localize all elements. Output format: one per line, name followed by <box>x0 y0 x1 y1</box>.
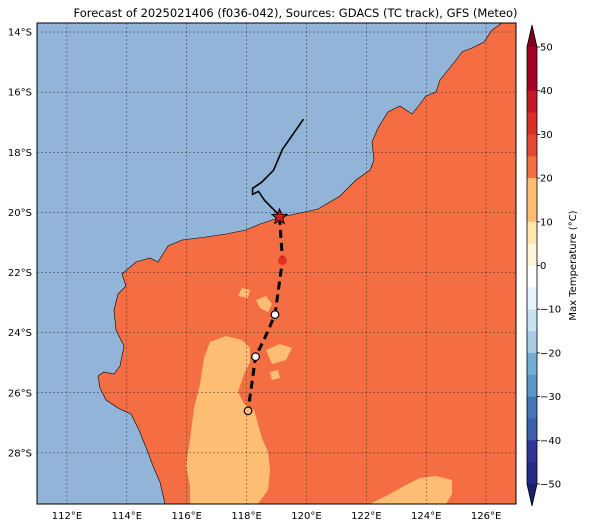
colorbar-tick-label: −50 <box>540 480 561 491</box>
lat-tick-label: 14°S <box>8 28 32 39</box>
lon-tick-label: 114°E <box>112 511 142 522</box>
colorbar-segment <box>527 221 537 244</box>
colorbar-segment <box>527 265 537 288</box>
colorbar-segment <box>527 462 537 485</box>
colorbar-tick-label: −20 <box>540 348 561 359</box>
colorbar-tick-label: 30 <box>540 130 553 141</box>
lon-tick-label: 118°E <box>231 511 261 522</box>
colorbar-tick-label: −40 <box>540 436 561 447</box>
cool-region-small <box>238 288 250 298</box>
colorbar-label: Max Temperature (°C) <box>568 210 579 320</box>
colorbar-segment <box>527 440 537 463</box>
latitude-ticks: 14°S 16°S 18°S 20°S 22°S 24°S 26°S 28°S <box>8 28 32 460</box>
map-area <box>37 23 516 504</box>
lat-tick-label: 24°S <box>8 328 32 339</box>
colorbar-max-arrow <box>527 25 537 47</box>
colorbar-segment <box>527 156 537 179</box>
lon-tick-label: 116°E <box>171 511 201 522</box>
lon-tick-label: 122°E <box>351 511 381 522</box>
colorbar-segment <box>527 68 537 91</box>
colorbar-segment <box>527 112 537 135</box>
colorbar-tick-label: 20 <box>540 174 553 185</box>
gridlines <box>37 23 516 504</box>
past-track-line <box>251 118 305 216</box>
lat-tick-label: 20°S <box>8 208 32 219</box>
colorbar-segment <box>527 331 537 354</box>
forecast-points <box>243 256 287 416</box>
colorbar-segment <box>527 287 537 310</box>
colorbar-tick-label: −30 <box>540 392 561 403</box>
colorbar-segment <box>527 134 537 157</box>
colorbar-tick-label: 40 <box>540 86 553 97</box>
map-frame <box>36 22 517 505</box>
current-position-star-icon <box>270 207 289 225</box>
colorbar: 50 40 30 20 10 0 −10 −20 −30 −40 −50 Max Temperatur… <box>526 24 579 507</box>
forecast-point <box>243 406 253 416</box>
colorbar-tick-label: 0 <box>540 261 546 272</box>
lat-tick-label: 22°S <box>8 268 32 279</box>
lon-tick-label: 120°E <box>291 511 321 522</box>
lat-tick-label: 26°S <box>8 388 32 399</box>
colorbar-segment <box>527 374 537 397</box>
forecast-track-line <box>246 216 284 412</box>
colorbar-segment <box>527 47 537 70</box>
cool-region-small <box>270 370 280 380</box>
forecast-point <box>278 256 287 265</box>
forecast-point <box>251 352 260 362</box>
lat-tick-label: 28°S <box>8 448 32 459</box>
colorbar-segment <box>527 396 537 419</box>
cool-region-south <box>370 476 452 504</box>
forecast-point <box>270 310 280 320</box>
colorbar-segment <box>527 178 537 201</box>
cool-region-small <box>256 296 272 312</box>
lon-tick-label: 124°E <box>411 511 441 522</box>
tc-track <box>243 118 305 416</box>
lat-tick-label: 18°S <box>8 148 32 159</box>
colorbar-segment <box>527 243 537 266</box>
colorbar-segment <box>527 418 537 441</box>
lon-tick-label: 112°E <box>52 511 82 522</box>
colorbar-tick-label: 10 <box>540 217 553 228</box>
colorbar-tick-label: 50 <box>540 43 553 54</box>
longitude-ticks: 112°E 114°E 116°E 118°E 120°E 122°E 124°E 126°E <box>52 511 502 522</box>
colorbar-segment <box>527 309 537 332</box>
colorbar-min-arrow <box>527 484 537 506</box>
lat-tick-label: 16°S <box>8 88 32 99</box>
colorbar-segment <box>527 352 537 376</box>
chart-title: Forecast of 2025021406 (f036-042), Sourc… <box>73 6 518 20</box>
cool-region-small <box>266 344 292 364</box>
colorbar-segment <box>527 199 537 223</box>
colorbar-segment <box>527 90 537 113</box>
colorbar-tick-label: −10 <box>540 305 561 316</box>
lon-tick-label: 126°E <box>471 511 501 522</box>
cool-region-main <box>186 336 270 504</box>
